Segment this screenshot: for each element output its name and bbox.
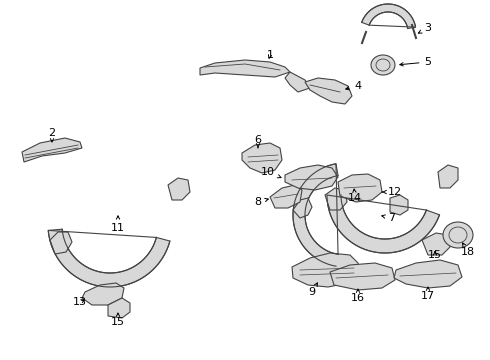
- Polygon shape: [394, 260, 462, 288]
- Text: 2: 2: [49, 128, 55, 142]
- Polygon shape: [325, 188, 347, 210]
- Text: 15: 15: [428, 250, 442, 260]
- Text: 4: 4: [346, 81, 362, 91]
- Polygon shape: [305, 78, 352, 104]
- Polygon shape: [327, 195, 440, 253]
- Polygon shape: [200, 60, 290, 77]
- Polygon shape: [270, 185, 302, 208]
- Text: 6: 6: [254, 135, 262, 148]
- Ellipse shape: [371, 55, 395, 75]
- Polygon shape: [338, 174, 382, 202]
- Text: 10: 10: [261, 167, 281, 178]
- Text: 12: 12: [382, 187, 402, 197]
- Polygon shape: [50, 232, 72, 254]
- Polygon shape: [242, 143, 282, 173]
- Polygon shape: [48, 229, 170, 287]
- Polygon shape: [362, 4, 416, 28]
- Polygon shape: [293, 198, 312, 218]
- Polygon shape: [422, 233, 450, 255]
- Text: 16: 16: [351, 289, 365, 303]
- Polygon shape: [438, 165, 458, 188]
- Text: 18: 18: [461, 243, 475, 257]
- Text: 15: 15: [111, 313, 125, 327]
- Polygon shape: [285, 165, 338, 190]
- Text: 1: 1: [267, 50, 273, 60]
- Text: 14: 14: [348, 189, 362, 203]
- Ellipse shape: [443, 222, 473, 248]
- Polygon shape: [108, 298, 130, 318]
- Polygon shape: [293, 164, 338, 266]
- Polygon shape: [330, 263, 395, 290]
- Text: 9: 9: [308, 283, 318, 297]
- Polygon shape: [292, 253, 360, 287]
- Text: 11: 11: [111, 216, 125, 233]
- Polygon shape: [285, 72, 310, 92]
- Text: 3: 3: [418, 23, 432, 33]
- Text: 17: 17: [421, 287, 435, 301]
- Text: 8: 8: [254, 197, 269, 207]
- Polygon shape: [390, 195, 408, 215]
- Text: 13: 13: [73, 297, 87, 307]
- Polygon shape: [22, 138, 82, 162]
- Polygon shape: [82, 283, 124, 305]
- Polygon shape: [168, 178, 190, 200]
- Text: 7: 7: [382, 213, 395, 223]
- Text: 5: 5: [400, 57, 432, 67]
